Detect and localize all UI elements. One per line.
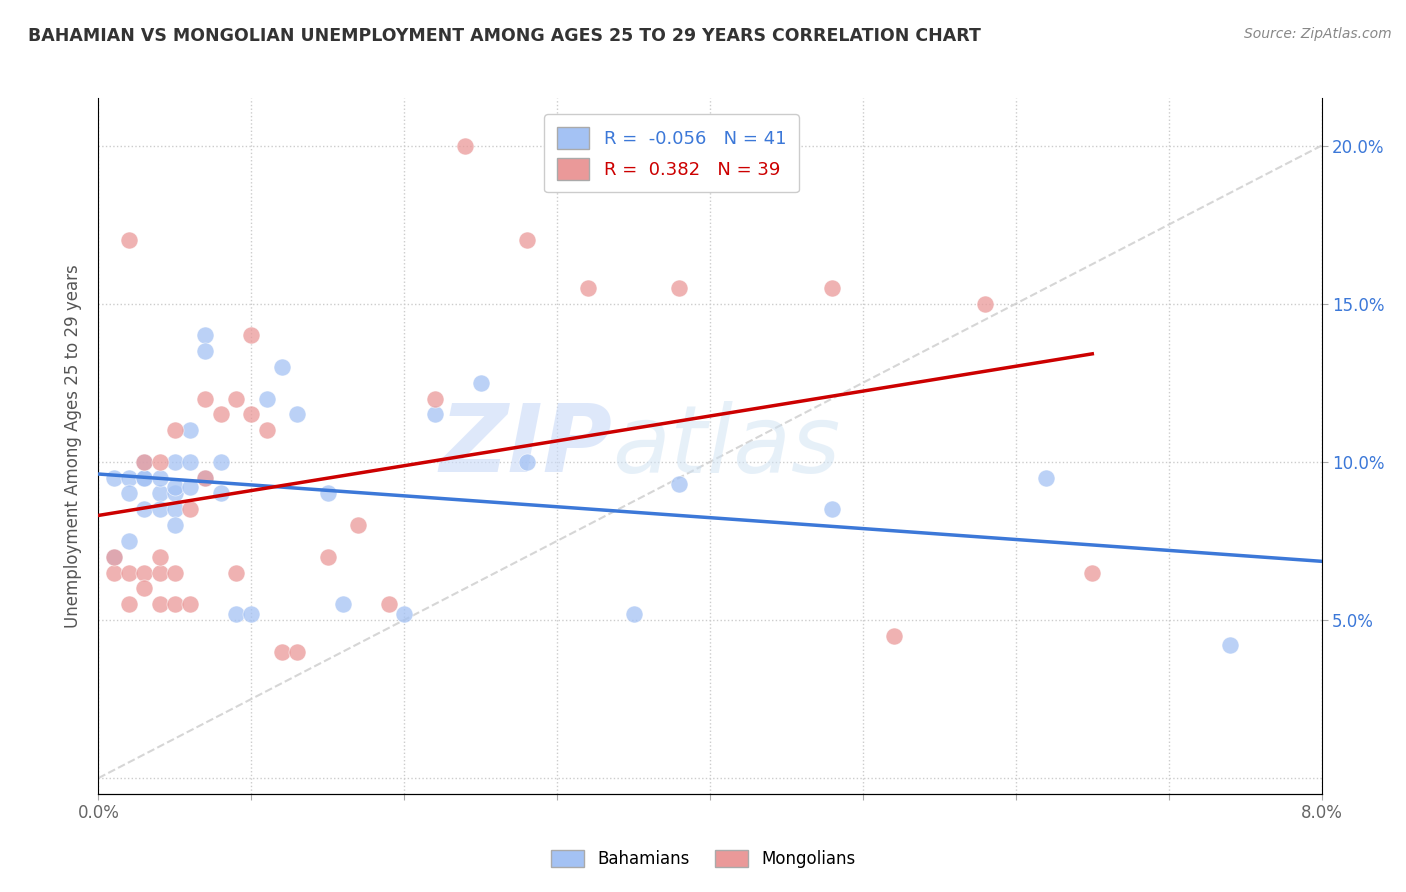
- Point: [118, 470, 141, 484]
- Point: [576, 281, 599, 295]
- Text: ZIP: ZIP: [439, 400, 612, 492]
- Point: [134, 502, 156, 516]
- Point: [163, 518, 186, 533]
- Text: BAHAMIAN VS MONGOLIAN UNEMPLOYMENT AMONG AGES 25 TO 29 YEARS CORRELATION CHART: BAHAMIAN VS MONGOLIAN UNEMPLOYMENT AMONG…: [28, 27, 981, 45]
- Point: [285, 644, 308, 658]
- Point: [134, 566, 156, 580]
- Point: [179, 502, 201, 516]
- Point: [225, 607, 247, 621]
- Point: [316, 486, 339, 500]
- Point: [103, 566, 125, 580]
- Point: [149, 597, 172, 611]
- Point: [179, 480, 201, 494]
- Point: [194, 470, 217, 484]
- Point: [149, 486, 172, 500]
- Point: [378, 597, 401, 611]
- Point: [821, 502, 844, 516]
- Point: [163, 480, 186, 494]
- Point: [1035, 470, 1057, 484]
- Point: [118, 566, 141, 580]
- Point: [240, 408, 263, 422]
- Point: [103, 470, 125, 484]
- Point: [163, 455, 186, 469]
- Point: [163, 486, 186, 500]
- Point: [134, 470, 156, 484]
- Legend: R =  -0.056   N = 41, R =  0.382   N = 39: R = -0.056 N = 41, R = 0.382 N = 39: [544, 114, 799, 193]
- Point: [149, 470, 172, 484]
- Point: [470, 376, 492, 390]
- Point: [974, 296, 997, 310]
- Point: [149, 502, 172, 516]
- Point: [883, 629, 905, 643]
- Point: [134, 470, 156, 484]
- Point: [270, 359, 294, 374]
- Point: [209, 486, 232, 500]
- Point: [118, 533, 141, 548]
- Text: Source: ZipAtlas.com: Source: ZipAtlas.com: [1244, 27, 1392, 41]
- Point: [240, 607, 263, 621]
- Point: [1081, 566, 1104, 580]
- Point: [103, 549, 125, 564]
- Point: [347, 518, 370, 533]
- Point: [225, 392, 247, 406]
- Point: [423, 408, 446, 422]
- Point: [194, 344, 217, 359]
- Point: [134, 582, 156, 596]
- Point: [149, 549, 172, 564]
- Point: [256, 423, 278, 437]
- Point: [1219, 638, 1241, 652]
- Point: [270, 644, 294, 658]
- Point: [423, 392, 446, 406]
- Point: [179, 423, 201, 437]
- Point: [118, 234, 141, 248]
- Point: [194, 470, 217, 484]
- Point: [163, 566, 186, 580]
- Text: atlas: atlas: [612, 401, 841, 491]
- Point: [149, 566, 172, 580]
- Point: [316, 549, 339, 564]
- Point: [454, 138, 477, 153]
- Point: [392, 607, 416, 621]
- Point: [149, 455, 172, 469]
- Point: [332, 597, 354, 611]
- Point: [163, 423, 186, 437]
- Point: [194, 392, 217, 406]
- Point: [209, 408, 232, 422]
- Point: [103, 549, 125, 564]
- Y-axis label: Unemployment Among Ages 25 to 29 years: Unemployment Among Ages 25 to 29 years: [65, 264, 83, 628]
- Point: [225, 566, 247, 580]
- Point: [285, 408, 308, 422]
- Point: [179, 597, 201, 611]
- Point: [194, 328, 217, 343]
- Point: [179, 455, 201, 469]
- Point: [118, 597, 141, 611]
- Point: [209, 455, 232, 469]
- Point: [118, 486, 141, 500]
- Point: [256, 392, 278, 406]
- Point: [668, 281, 690, 295]
- Point: [516, 234, 538, 248]
- Point: [240, 328, 263, 343]
- Point: [821, 281, 844, 295]
- Point: [134, 455, 156, 469]
- Point: [163, 502, 186, 516]
- Legend: Bahamians, Mongolians: Bahamians, Mongolians: [544, 843, 862, 875]
- Point: [668, 477, 690, 491]
- Point: [516, 455, 538, 469]
- Point: [163, 597, 186, 611]
- Point: [134, 455, 156, 469]
- Point: [623, 607, 645, 621]
